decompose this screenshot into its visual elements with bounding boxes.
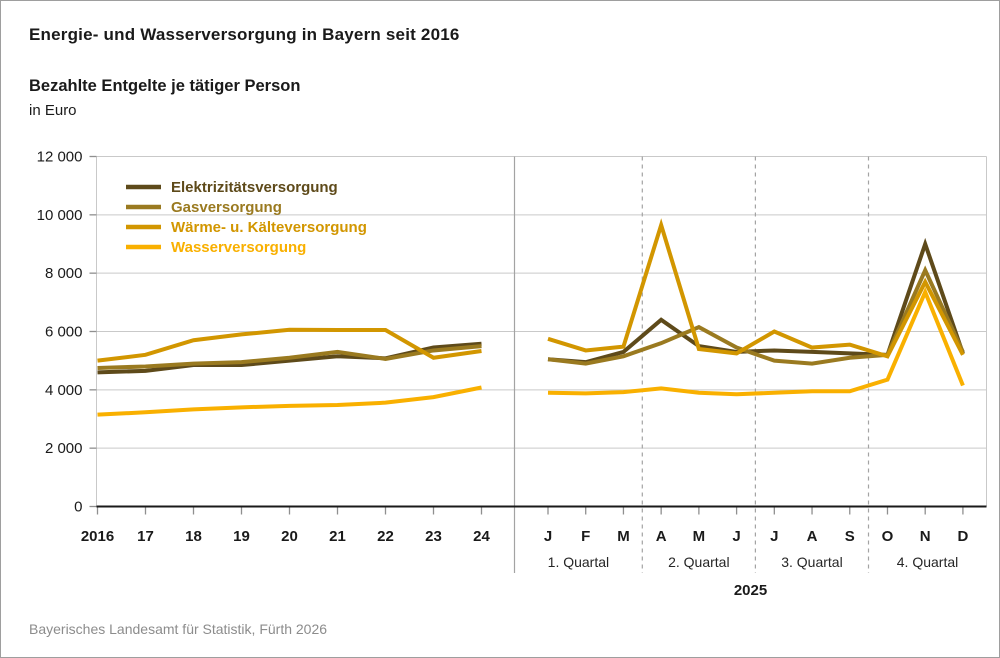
- month-tick-label: O: [882, 528, 894, 545]
- year-tick-label: 24: [473, 528, 490, 545]
- month-tick-label: M: [617, 528, 630, 545]
- series-line-w-rme-u-k-lteversorgung-annual: [97, 327, 482, 363]
- year-tick-label: 17: [137, 528, 154, 545]
- series-line-elektrizit-tsversorgung-annual: [97, 341, 482, 375]
- year-tick-label: 23: [425, 528, 442, 545]
- y-tick-label: 8 000: [45, 265, 83, 282]
- year-tick-label: 18: [185, 528, 202, 545]
- year-tick-label: 21: [329, 528, 346, 545]
- y-tick-label: 12 000: [37, 149, 83, 166]
- month-tick-label: J: [732, 528, 740, 545]
- series-line-gasversorgung-annual: [97, 344, 482, 370]
- legend-label-w-rme-u-k-lteversorgung: Wärme- u. Kälteversorgung: [171, 219, 367, 236]
- chart-subtitle: Bezahlte Entgelte je tätiger Person: [29, 77, 301, 95]
- series-line-w-rme-u-k-lteversorgung-monthly-2025: [547, 218, 965, 359]
- month-tick-label: A: [656, 528, 667, 545]
- quartal-label: 2. Quartal: [668, 554, 729, 570]
- series-line-wasserversorgung-annual: [97, 385, 482, 417]
- page-title: Energie- und Wasserversorgung in Bayern …: [29, 25, 460, 44]
- month-tick-label: N: [920, 528, 931, 545]
- year-label: 2025: [734, 582, 767, 599]
- legend-label-wasserversorgung: Wasserversorgung: [171, 239, 306, 256]
- y-tick-label: 4 000: [45, 382, 83, 399]
- y-tick-label: 6 000: [45, 324, 83, 341]
- month-tick-label: D: [957, 528, 968, 545]
- unit-label: in Euro: [29, 102, 77, 119]
- quartal-label: 4. Quartal: [897, 554, 958, 570]
- quartal-label: 1. Quartal: [548, 554, 609, 570]
- month-tick-label: A: [807, 528, 818, 545]
- year-tick-label: 2016: [81, 528, 114, 545]
- y-tick-label: 10 000: [37, 207, 83, 224]
- year-tick-label: 22: [377, 528, 394, 545]
- month-tick-label: M: [693, 528, 706, 545]
- quartal-label: 3. Quartal: [781, 554, 842, 570]
- y-tick-label: 2 000: [45, 440, 83, 457]
- legend-label-gasversorgung: Gasversorgung: [171, 199, 282, 216]
- month-tick-label: J: [544, 528, 552, 545]
- year-tick-label: 19: [233, 528, 250, 545]
- y-tick-label: 0: [74, 499, 82, 516]
- source-footer: Bayerisches Landesamt für Statistik, Für…: [29, 621, 328, 637]
- legend-label-elektrizit-tsversorgung: Elektrizitätsversorgung: [171, 179, 338, 196]
- month-tick-label: S: [845, 528, 855, 545]
- month-tick-label: J: [770, 528, 778, 545]
- month-tick-label: F: [581, 528, 590, 545]
- year-tick-label: 20: [281, 528, 298, 545]
- series-line-wasserversorgung-monthly-2025: [547, 286, 965, 397]
